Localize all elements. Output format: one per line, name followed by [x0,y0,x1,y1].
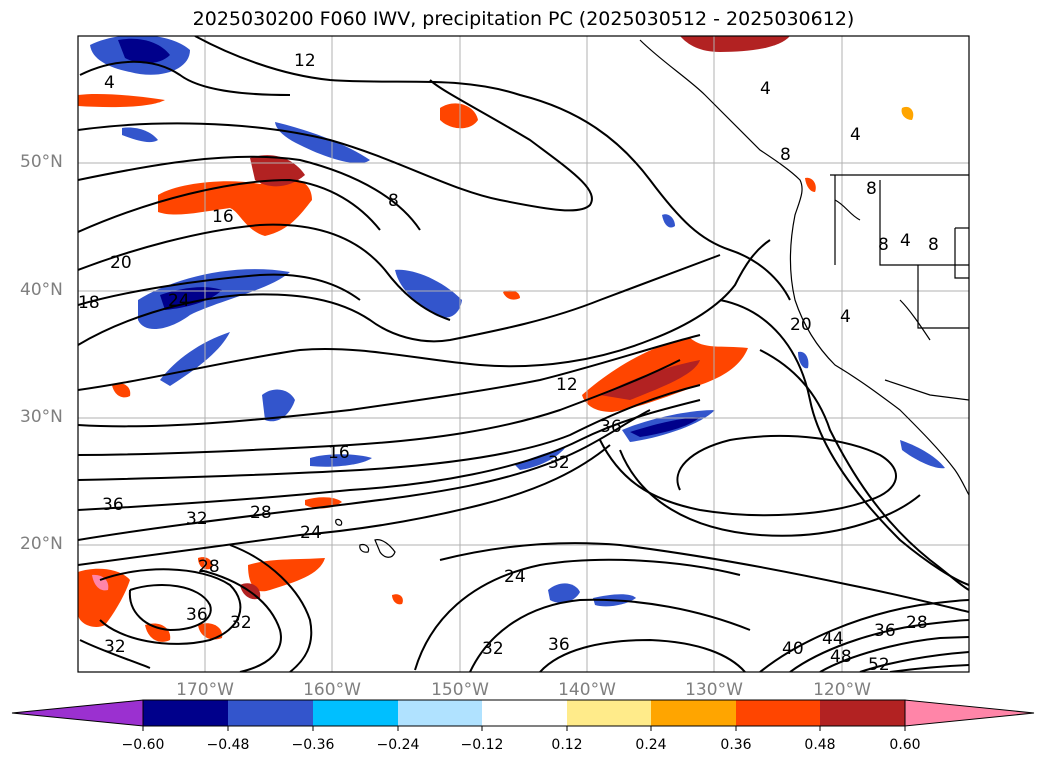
contour-label-group: 4 12 4 4 8 8 8 4 8 8 16 20 24 18 20 4 12… [78,51,939,675]
contour-label: 28 [250,503,272,523]
contour-label: 36 [600,417,622,437]
contour-label: 8 [878,235,889,255]
lon-label: 150°W [431,680,489,700]
contour-label: 32 [482,639,504,659]
colorbar-swatch [482,700,567,726]
colorbar-swatch [228,700,313,726]
contour-label: 8 [866,179,877,199]
contour-label: 4 [104,73,115,93]
iwv-contours [78,36,969,672]
lat-label: 20°N [20,534,63,554]
contour-label: 32 [104,637,126,657]
colorbar-tick-label: 0.48 [804,737,836,753]
contour-label: 36 [874,621,896,641]
contour-label: 24 [300,523,322,543]
colorbar-tick-label: 0.36 [720,737,752,753]
coastlines [335,39,969,558]
colorbar-swatch [143,700,228,726]
colorbar-swatch [313,700,398,726]
lon-label: 170°W [176,680,234,700]
lon-label: 140°W [558,680,616,700]
contour-label: 4 [900,231,911,251]
colorbar-tick-label: −0.60 [121,737,165,753]
contour-label: 12 [294,51,316,71]
colorbar-tick-label: −0.36 [291,737,335,753]
contour-label: 20 [790,315,812,335]
contour-label: 32 [548,453,570,473]
lat-label: 50°N [20,152,63,172]
map-title: 2025030200 F060 IWV, precipitation PC (2… [192,8,855,30]
colorbar-swatch [651,700,736,726]
contour-label: 32 [186,509,208,529]
colorbar-tick-label: 0.60 [889,737,921,753]
colorbar-tick-label: −0.12 [460,737,504,753]
contour-label: 36 [186,605,208,625]
contour-label: 8 [928,235,939,255]
colorbar-extend-max [904,699,1035,727]
contour-label: 18 [78,293,100,313]
lon-label: 160°W [303,680,361,700]
colorbar-tick-label: 0.24 [635,737,667,753]
lon-label: 130°W [685,680,743,700]
plot-frame [77,35,970,673]
colorbar-swatch [820,700,905,726]
colorbar-extend-min [11,699,144,727]
contour-label: 8 [388,191,399,211]
colorbar-swatch [736,700,820,726]
colorbar-swatch [567,700,651,726]
contour-label: 36 [102,495,124,515]
contour-label: 16 [328,443,350,463]
contour-label: 24 [504,567,526,587]
contour-label: 4 [840,307,851,327]
colorbar-frame [142,699,906,727]
contour-label: 32 [230,613,252,633]
contour-label: 40 [782,639,804,659]
contour-label: 44 [822,629,844,649]
lat-label: 40°N [20,280,63,300]
contour-label: 24 [168,291,190,311]
map-panel [78,36,969,672]
contour-label: 36 [548,635,570,655]
colorbar-tick-label: 0.12 [551,737,583,753]
contour-label: 4 [760,79,771,99]
lat-label: 30°N [20,407,63,427]
contour-label: 20 [110,253,132,273]
contour-label: 28 [906,613,928,633]
contour-label: 52 [868,655,890,675]
colorbar-swatch [398,700,482,726]
contour-label: 4 [850,125,861,145]
contour-label: 16 [212,207,234,227]
colorbar-tick-label: −0.48 [206,737,250,753]
contour-label: 12 [556,375,578,395]
contour-label: 8 [780,145,791,165]
lon-label: 120°W [813,680,871,700]
contour-label: 48 [830,647,852,667]
contour-label: 28 [198,557,220,577]
colorbar-tick-label: −0.24 [376,737,420,753]
colorbar [11,699,1035,731]
